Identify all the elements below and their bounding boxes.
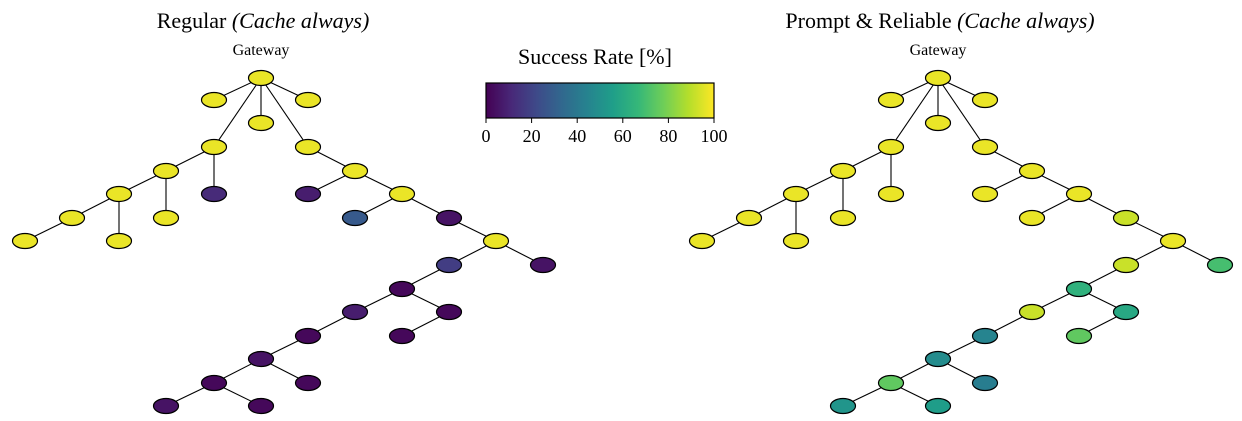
tree-node	[152, 162, 180, 180]
tree-node	[341, 303, 369, 321]
tree-node	[388, 185, 416, 203]
tree-node	[152, 209, 180, 227]
tree-node	[829, 209, 857, 227]
colorbar-tick-label: 0	[482, 126, 491, 146]
tree-node	[1112, 256, 1140, 274]
tree-edges	[24, 77, 544, 407]
tree-node	[1065, 280, 1093, 298]
tree-node	[1065, 327, 1093, 345]
tree-edge	[260, 77, 309, 148]
colorbar: Success Rate [%] 0 20 40 60 80 100	[482, 44, 728, 146]
panel-title: Prompt & Reliable (Cache always)	[785, 8, 1094, 33]
tree-node	[971, 138, 999, 156]
tree-node	[924, 397, 952, 415]
tree-node	[971, 374, 999, 392]
tree-node	[294, 138, 322, 156]
tree-node	[1159, 232, 1187, 250]
tree-node	[105, 185, 133, 203]
tree-node	[294, 374, 322, 392]
tree-node	[294, 91, 322, 109]
tree-node	[247, 114, 275, 132]
tree-node	[435, 209, 463, 227]
tree-node	[247, 350, 275, 368]
tree-node	[200, 185, 228, 203]
tree-node	[688, 232, 716, 250]
tree-node	[924, 350, 952, 368]
tree-node	[435, 256, 463, 274]
tree-node	[294, 185, 322, 203]
tree-node	[58, 209, 86, 227]
tree-node	[294, 327, 322, 345]
colorbar-tick-label: 80	[659, 126, 677, 146]
tree-node	[971, 327, 999, 345]
panel-title: Regular (Cache always)	[157, 8, 370, 33]
panel-prompt-reliable: Prompt & Reliable (Cache always) Gateway	[688, 8, 1234, 415]
tree-node	[1018, 303, 1046, 321]
tree-node	[1018, 209, 1046, 227]
tree-edge	[213, 77, 262, 148]
gateway-label: Gateway	[233, 42, 290, 59]
tree-node	[1018, 162, 1046, 180]
tree-node	[529, 256, 557, 274]
gateway-label: Gateway	[910, 42, 967, 59]
tree-node	[1065, 185, 1093, 203]
tree-nodes	[11, 69, 557, 415]
tree-node	[341, 162, 369, 180]
tree-node	[877, 185, 905, 203]
tree-node	[782, 185, 810, 203]
colorbar-tick-label: 20	[523, 126, 541, 146]
tree-node	[782, 232, 810, 250]
tree-node	[924, 114, 952, 132]
tree-edge	[890, 77, 939, 148]
tree-node	[971, 91, 999, 109]
tree-node	[388, 327, 416, 345]
tree-edges	[701, 77, 1221, 407]
tree-node	[200, 138, 228, 156]
tree-node	[247, 397, 275, 415]
colorbar-ticks: 0 20 40 60 80 100	[482, 118, 728, 146]
colorbar-gradient	[485, 82, 715, 119]
tree-node	[877, 91, 905, 109]
tree-node	[152, 397, 180, 415]
tree-node	[735, 209, 763, 227]
tree-node	[200, 374, 228, 392]
colorbar-title: Success Rate [%]	[518, 44, 672, 69]
tree-node	[829, 162, 857, 180]
tree-node	[877, 138, 905, 156]
tree-node	[1206, 256, 1234, 274]
tree-node	[1112, 303, 1140, 321]
colorbar-tick-label: 100	[701, 126, 728, 146]
tree-node	[11, 232, 39, 250]
tree-node	[829, 397, 857, 415]
tree-node	[971, 185, 999, 203]
tree-node	[200, 91, 228, 109]
tree-node	[435, 303, 463, 321]
tree-node	[341, 209, 369, 227]
tree-node	[877, 374, 905, 392]
colorbar-tick-label: 60	[614, 126, 632, 146]
tree-node	[1112, 209, 1140, 227]
tree-edge	[937, 77, 986, 148]
panel-regular: Regular (Cache always) Gateway	[11, 8, 557, 415]
tree-node	[105, 232, 133, 250]
colorbar-tick-label: 40	[568, 126, 586, 146]
tree-nodes	[688, 69, 1234, 415]
tree-node	[388, 280, 416, 298]
gateway-node	[924, 69, 952, 87]
tree-node	[482, 232, 510, 250]
gateway-node	[247, 69, 275, 87]
